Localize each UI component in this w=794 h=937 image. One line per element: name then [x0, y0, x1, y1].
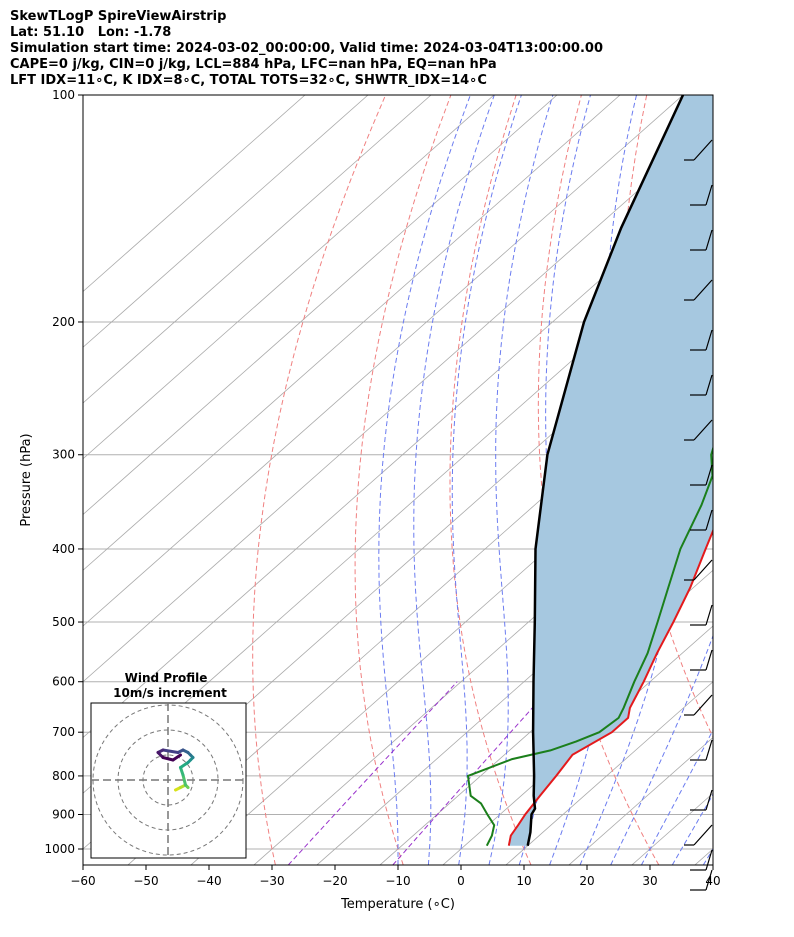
- wind-barb: [690, 604, 713, 626]
- x-tick-label: −50: [133, 874, 158, 888]
- hodograph-subtitle: 10m/s increment: [113, 686, 227, 700]
- hodograph-segment: [161, 748, 180, 754]
- x-tick-label: −30: [259, 874, 284, 888]
- title-line-times: Simulation start time: 2024-03-02_00:00:…: [10, 41, 603, 56]
- isotherm-line: [83, 123, 713, 683]
- y-tick-label: 600: [52, 675, 75, 689]
- isotherm-line: [83, 95, 432, 404]
- temperature-profile-line: [507, 528, 713, 846]
- moist-adiabat: [735, 95, 794, 865]
- wind-barb: [684, 824, 713, 846]
- wind-barb: [690, 649, 713, 671]
- axes: −60 −50 −40 −30 −20 −10 0 10 20 30 401000900800700…: [44, 88, 720, 888]
- moist-adiabat: [488, 95, 554, 865]
- cin-shaded-area: [508, 95, 713, 846]
- x-tick-label: 10: [516, 874, 531, 888]
- y-tick-label: 500: [52, 615, 75, 629]
- wind-barb: [684, 279, 713, 301]
- title-line-location: Lat: 51.10 Lon: -1.78: [10, 25, 172, 40]
- wind-barb: [690, 509, 713, 531]
- chart-title: SkewTLogP SpireViewAirstrip Lat: 51.10 Lo…: [10, 9, 603, 89]
- cape-area: [508, 95, 713, 846]
- moist-adiabat: [378, 95, 471, 865]
- title-line-indices-2: LFT IDX=11∘C, K IDX=8∘C, TOTAL TOTS=32∘C…: [10, 73, 487, 88]
- dry-adiabat: [537, 95, 660, 865]
- wind-barb: [684, 419, 713, 441]
- dry-adiabat: [354, 95, 452, 865]
- x-tick-label: 30: [642, 874, 657, 888]
- wind-barb: [690, 739, 713, 761]
- isotherm-line: [758, 95, 794, 865]
- x-tick-label: −40: [196, 874, 221, 888]
- hodograph-segment: [181, 773, 187, 787]
- y-tick-label: 400: [52, 542, 75, 556]
- isotherm-line: [316, 513, 713, 865]
- hodograph-segment: [171, 753, 182, 762]
- moist-adiabat: [702, 848, 713, 865]
- wind-barb: [690, 464, 713, 486]
- y-tick-label: 100: [52, 88, 75, 102]
- y-tick-label: 1000: [44, 842, 75, 856]
- dry-adiabat: [449, 95, 532, 865]
- x-tick-label: −20: [322, 874, 347, 888]
- moist-adiabat: [610, 634, 713, 865]
- y-tick-label: 200: [52, 315, 75, 329]
- isotherm-line: [83, 95, 369, 348]
- y-axis-label: Pressure (hPa): [19, 433, 34, 526]
- x-tick-label: 20: [579, 874, 594, 888]
- isotherm-line: [83, 95, 558, 516]
- hodograph-segment: [161, 756, 175, 762]
- wind-barb: [690, 374, 713, 396]
- moist-adiabat: [413, 95, 495, 865]
- isotherm-line: [83, 95, 306, 293]
- wind-barb: [690, 849, 713, 871]
- x-tick-label: −60: [70, 874, 95, 888]
- wind-barb: [684, 694, 713, 716]
- isotherm-line: [505, 681, 713, 865]
- title-line-station: SkewTLogP SpireViewAirstrip: [10, 9, 227, 24]
- moist-adiabat: [640, 728, 713, 865]
- x-axis-label: Temperature (∘C): [340, 897, 455, 912]
- isotherm-line: [83, 95, 684, 627]
- mixing-ratio-line: [392, 681, 557, 865]
- wind-barb: [684, 559, 713, 581]
- parcel-profile-line: [526, 95, 685, 846]
- y-tick-label: 300: [52, 448, 75, 462]
- x-tick-label: −10: [385, 874, 410, 888]
- hodograph-title: Wind Profile: [125, 671, 208, 685]
- title-line-indices-1: CAPE=0 j/kg, CIN=0 j/kg, LCL=884 hPa, LF…: [10, 57, 497, 72]
- wind-barb: [690, 184, 713, 206]
- mixing-ratio-line: [287, 681, 458, 865]
- profiles: [466, 95, 713, 847]
- isotherm-line: [83, 95, 495, 460]
- moist-adiabat: [451, 95, 522, 865]
- dry-adiabat: [252, 95, 387, 865]
- y-tick-label: 800: [52, 769, 75, 783]
- isotherm-line: [83, 95, 621, 571]
- wind-barb: [690, 229, 713, 251]
- isotherm-line: [379, 569, 713, 865]
- wind-barb: [690, 789, 713, 811]
- y-tick-label: 700: [52, 725, 75, 739]
- y-tick-label: 900: [52, 807, 75, 821]
- dry-adiabat: [772, 95, 794, 865]
- wind-barb: [684, 139, 713, 161]
- moist-adiabat: [518, 95, 591, 865]
- wind-barb: [690, 869, 713, 891]
- dewpoint-profile-line: [466, 445, 713, 847]
- wind-barb: [690, 329, 713, 351]
- hodograph-segment: [179, 761, 190, 769]
- wind-barbs: [684, 139, 713, 891]
- x-tick-label: 0: [457, 874, 465, 888]
